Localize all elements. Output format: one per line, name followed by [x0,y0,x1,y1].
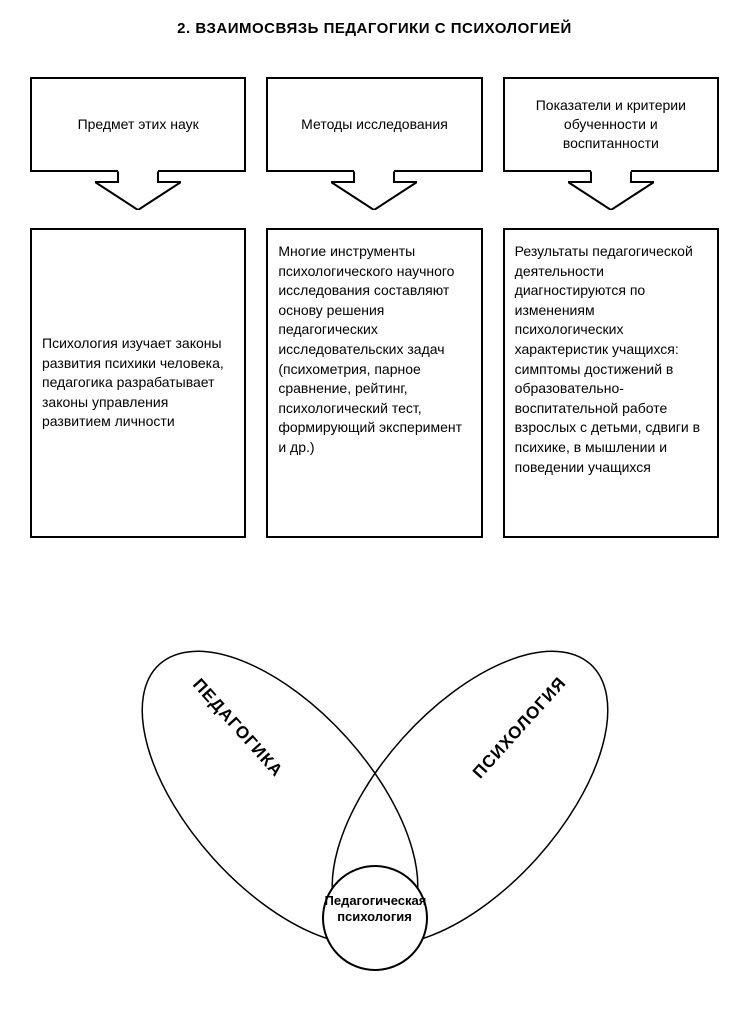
column-3: Показатели и критерии обученности и восп… [503,77,719,538]
column-1: Предмет этих наук Психология изучает зак… [30,77,246,538]
header-text-3: Показатели и критерии обученности и восп… [515,96,707,153]
arrow-3 [568,170,654,210]
arrow-2 [331,170,417,210]
content-box-3: Результаты педагогической деятельности д… [503,228,719,538]
header-text-2: Методы исследования [301,115,448,134]
header-text-1: Предмет этих наук [78,115,199,134]
content-box-2: Многие инструменты психологического науч… [266,228,482,538]
header-box-3: Показатели и критерии обученности и восп… [503,77,719,172]
arrow-1 [95,170,181,210]
venn-center-label: Педагогическая психология [325,893,425,924]
columns-container: Предмет этих наук Психология изучает зак… [30,77,719,538]
venn-diagram: ПЕДАГОГИКА ПСИХОЛОГИЯ Педагогическая пси… [75,638,675,998]
content-box-1: Психология изучает законы развития психи… [30,228,246,538]
content-text-2: Многие инструменты психологического науч… [278,242,470,458]
content-text-1: Психология изучает законы развития психи… [42,334,234,432]
header-box-1: Предмет этих наук [30,77,246,172]
header-box-2: Методы исследования [266,77,482,172]
page-title: 2. ВЗАИМОСВЯЗЬ ПЕДАГОГИКИ С ПСИХОЛОГИЕЙ [30,20,719,37]
column-2: Методы исследования Многие инструменты п… [266,77,482,538]
content-text-3: Результаты педагогической деятельности д… [515,242,707,477]
